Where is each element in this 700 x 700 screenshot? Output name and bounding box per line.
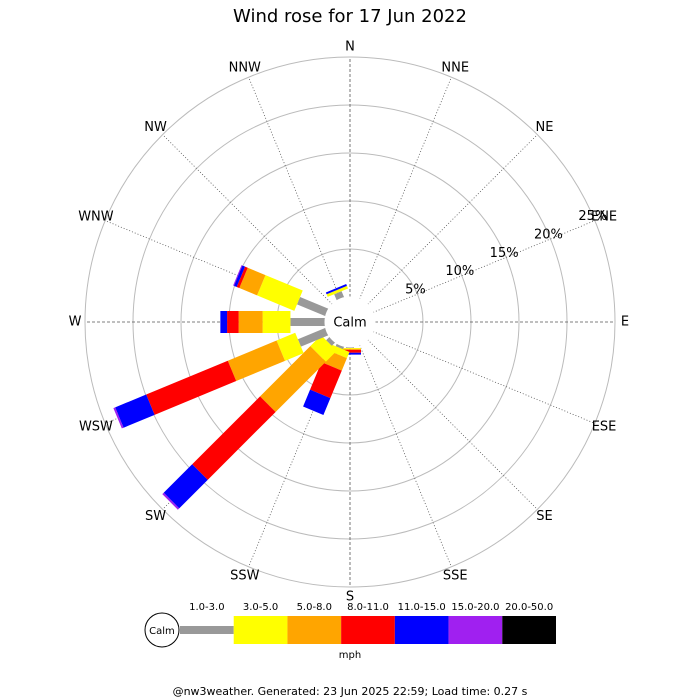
bar-segment — [238, 311, 263, 333]
r-tick-label: 25% — [578, 209, 607, 224]
direction-label: NNE — [441, 60, 469, 75]
bar-segment — [326, 336, 336, 346]
legend-label: 15.0-20.0 — [451, 602, 499, 613]
footer: @nw3weather. Generated: 23 Jun 2025 22:5… — [173, 685, 528, 698]
spoke — [162, 134, 333, 305]
legend-swatch — [502, 616, 556, 644]
direction-label: SSW — [230, 569, 260, 584]
bar-segment — [325, 284, 347, 295]
grid-ring — [84, 56, 616, 588]
direction-label: WNW — [78, 209, 114, 224]
r-tick-label: 5% — [405, 283, 426, 298]
direction-label: NW — [144, 120, 167, 135]
bar-segment — [339, 347, 361, 349]
legend-swatch — [341, 616, 395, 644]
bar-segment — [290, 318, 325, 326]
bar-segment — [297, 327, 329, 347]
legend-swatch — [233, 616, 288, 644]
direction-label: N — [345, 40, 355, 55]
direction-label: ENE — [591, 209, 617, 224]
legend-swatch — [180, 626, 234, 634]
spoke — [372, 220, 595, 313]
spoke — [248, 77, 341, 300]
legend-swatch — [394, 616, 449, 644]
direction-label: ESE — [592, 420, 617, 435]
calm-label: Calm — [333, 316, 366, 331]
r-tick-label: 20% — [534, 227, 563, 242]
bar-segment — [233, 265, 243, 286]
legend-swatch — [448, 616, 503, 644]
bar-segment — [227, 311, 239, 333]
bar-segment — [113, 407, 124, 429]
bar-segment — [296, 296, 329, 317]
bar-segment — [326, 285, 349, 297]
bar-segment — [262, 311, 291, 333]
bar-segment — [192, 396, 276, 480]
bar-segment — [339, 348, 361, 350]
spoke — [359, 77, 452, 300]
bar-segment — [115, 394, 155, 428]
legend-calm-circle — [144, 612, 180, 648]
direction-label: S — [346, 590, 354, 605]
legend-label: 3.0-5.0 — [243, 602, 278, 613]
legend-label: 20.0-50.0 — [505, 602, 553, 613]
bar-segment — [163, 464, 208, 509]
legend-unit: mph — [339, 650, 361, 661]
bar-segment — [220, 311, 228, 333]
bar-segment — [236, 266, 248, 289]
direction-label: E — [621, 315, 629, 330]
bar-segment — [310, 335, 337, 362]
direction-label: WSW — [79, 420, 113, 435]
direction-label: W — [69, 315, 82, 330]
bar-segment — [239, 267, 266, 296]
r-tick-label: 15% — [490, 246, 519, 261]
spoke — [372, 331, 595, 424]
bar-segment — [335, 343, 345, 350]
direction-label: NE — [535, 120, 553, 135]
legend-label: 5.0-8.0 — [297, 602, 332, 613]
direction-label: SE — [536, 509, 552, 524]
legend-label: 8.0-11.0 — [347, 602, 389, 613]
direction-label: SSE — [443, 569, 468, 584]
bar-segment — [260, 346, 326, 412]
spoke — [367, 339, 538, 510]
spoke — [367, 134, 538, 305]
legend-label: 1.0-3.0 — [189, 602, 224, 613]
bar-segment — [162, 492, 180, 510]
r-tick-label: 10% — [445, 264, 474, 279]
grid-ring — [180, 152, 520, 492]
bar-segment — [303, 389, 331, 415]
spoke — [359, 344, 452, 567]
bar-segment — [276, 332, 304, 361]
bar-segment — [146, 360, 237, 415]
bar-segment — [257, 275, 303, 311]
chart-title: Wind rose for 17 Jun 2022 — [233, 6, 467, 27]
legend-swatch — [287, 616, 342, 644]
bar-segment — [234, 265, 246, 287]
legend-label: 11.0-15.0 — [398, 602, 446, 613]
bar-segment — [310, 362, 342, 399]
legend-calm-label: Calm — [149, 626, 175, 637]
direction-label: SW — [145, 509, 166, 524]
bar-segment — [227, 340, 285, 382]
calm-circle — [324, 296, 376, 348]
direction-label: NNW — [229, 60, 261, 75]
